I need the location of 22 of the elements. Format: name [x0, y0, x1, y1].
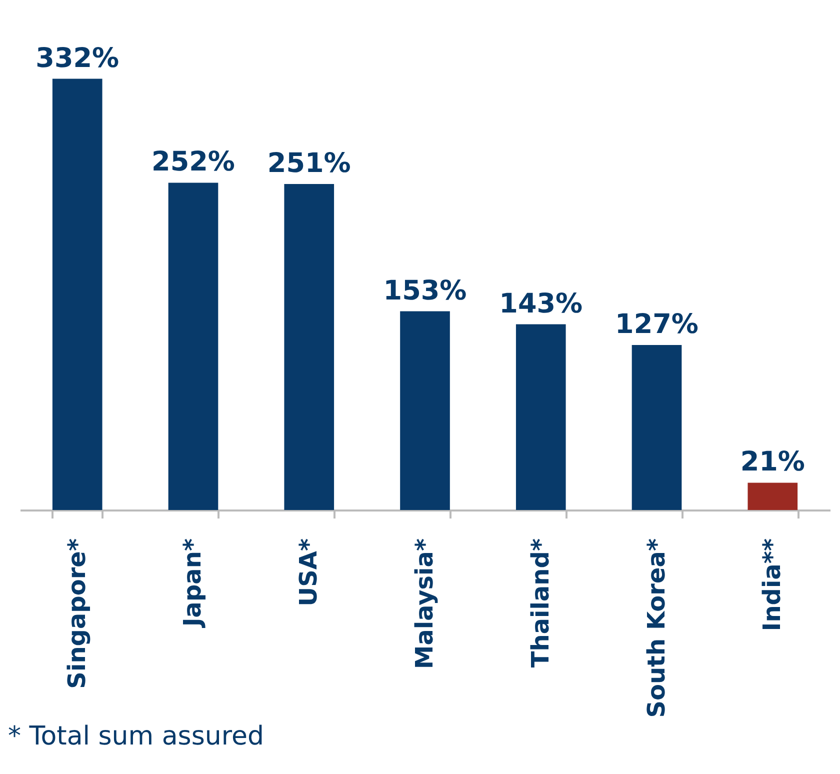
- x-tick-label: Thailand*: [526, 538, 554, 668]
- bar: [400, 311, 450, 510]
- bar: [632, 345, 682, 510]
- bar: [516, 324, 566, 510]
- text: * Total sum assured: [8, 721, 264, 752]
- x-tick-label: USA*: [294, 538, 323, 606]
- data-label: 21%: [740, 446, 805, 478]
- bar: [52, 78, 102, 510]
- x-tick-label: Japan*: [178, 538, 207, 629]
- data-label: 251%: [267, 148, 351, 180]
- bar: [284, 184, 334, 510]
- x-tick-label: Singapore*: [62, 538, 91, 689]
- bar: [168, 182, 218, 510]
- data-label: 127%: [615, 309, 698, 340]
- x-tick-label: Malaysia*: [410, 538, 438, 670]
- data-label: 332%: [36, 42, 120, 74]
- data-label: 143%: [499, 288, 583, 320]
- bar: [748, 482, 798, 510]
- x-tick-label: India**: [758, 538, 786, 632]
- data-label: 252%: [152, 146, 235, 178]
- x-tick-label: South Korea*: [642, 538, 670, 718]
- data-label: 153%: [383, 275, 467, 306]
